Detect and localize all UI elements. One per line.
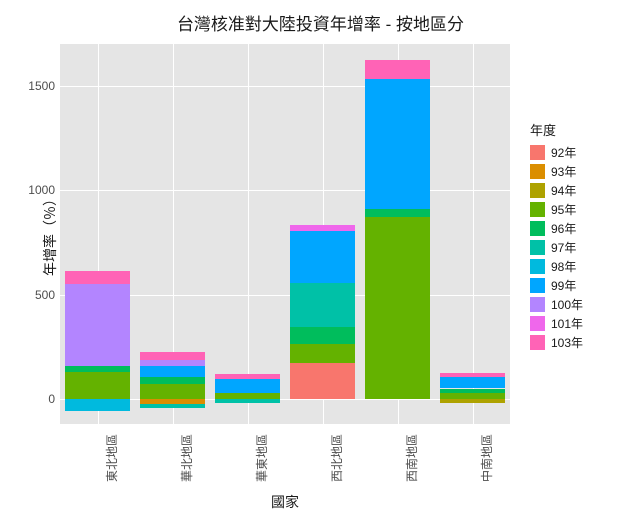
bar-segment — [140, 404, 205, 408]
bar-segment — [440, 377, 505, 388]
legend-label: 98年 — [551, 258, 576, 275]
bar-segment — [365, 60, 430, 80]
bar-segment — [440, 389, 505, 393]
legend-item: 101年 — [530, 314, 583, 333]
legend-swatch — [530, 240, 545, 255]
legend-item: 99年 — [530, 276, 583, 295]
x-tick-label: 西南地區 — [403, 434, 420, 482]
y-axis-title: 年增率（％） — [40, 192, 60, 276]
bar-segment — [65, 372, 130, 399]
legend-label: 101年 — [551, 315, 583, 332]
legend-label: 92年 — [551, 144, 576, 161]
bar-segment — [215, 379, 280, 393]
legend-item: 94年 — [530, 181, 583, 200]
bar-segment — [290, 231, 355, 283]
bar-group — [290, 44, 355, 424]
legend-swatch — [530, 278, 545, 293]
x-tick-label: 東北地區 — [103, 434, 120, 482]
legend-item: 100年 — [530, 295, 583, 314]
y-tick-label: 1000 — [5, 183, 55, 197]
y-tick-label: 0 — [5, 392, 55, 406]
legend: 年度 92年 93年 94年 95年 96年 97年 98年 99年 100年 101年 103年 — [530, 120, 583, 352]
bar-segment — [65, 399, 130, 412]
bar-group — [65, 44, 130, 424]
bar-group — [440, 44, 505, 424]
bar-segment — [365, 79, 430, 208]
y-tick-label: 500 — [5, 288, 55, 302]
bar-segment — [290, 283, 355, 327]
legend-swatch — [530, 145, 545, 160]
legend-item: 103年 — [530, 333, 583, 352]
legend-item: 97年 — [530, 238, 583, 257]
bar-segment — [365, 217, 430, 399]
legend-label: 103年 — [551, 334, 583, 351]
legend-swatch — [530, 221, 545, 236]
legend-swatch — [530, 183, 545, 198]
bar-segment — [440, 399, 505, 403]
bar-segment — [140, 366, 205, 377]
legend-label: 93年 — [551, 163, 576, 180]
legend-swatch — [530, 297, 545, 312]
bar-segment — [290, 327, 355, 344]
plot-area — [60, 44, 510, 424]
legend-swatch — [530, 164, 545, 179]
x-tick-label: 中南地區 — [478, 434, 495, 482]
legend-item: 95年 — [530, 200, 583, 219]
x-tick-label: 華北地區 — [178, 434, 195, 482]
y-tick-label: 1500 — [5, 79, 55, 93]
legend-item: 93年 — [530, 162, 583, 181]
bar-segment — [140, 360, 205, 365]
legend-swatch — [530, 259, 545, 274]
legend-swatch — [530, 335, 545, 350]
legend-label: 97年 — [551, 239, 576, 256]
bar-segment — [215, 374, 280, 379]
bar-segment — [290, 225, 355, 231]
legend-title: 年度 — [530, 120, 583, 139]
bar-group — [140, 44, 205, 424]
bar-segment — [65, 284, 130, 365]
legend-item: 96年 — [530, 219, 583, 238]
bar-segment — [365, 209, 430, 217]
legend-swatch — [530, 202, 545, 217]
bar-group — [365, 44, 430, 424]
x-axis-title: 國家 — [60, 492, 510, 512]
chart-container: 台灣核准對大陸投資年增率 - 按地區分 年增率（％） 國家 年度 92年 93年 9… — [0, 0, 641, 520]
legend-item: 92年 — [530, 143, 583, 162]
legend-item: 98年 — [530, 257, 583, 276]
bar-segment — [440, 393, 505, 399]
legend-label: 95年 — [551, 201, 576, 218]
legend-label: 94年 — [551, 182, 576, 199]
bar-segment — [65, 366, 130, 372]
legend-label: 96年 — [551, 220, 576, 237]
bar-segment — [140, 352, 205, 360]
bar-segment — [215, 399, 280, 403]
bar-segment — [290, 344, 355, 364]
bar-segment — [140, 377, 205, 384]
legend-label: 99年 — [551, 277, 576, 294]
legend-swatch — [530, 316, 545, 331]
chart-title: 台灣核准對大陸投資年增率 - 按地區分 — [0, 10, 641, 35]
legend-label: 100年 — [551, 296, 583, 313]
bar-group — [215, 44, 280, 424]
bar-segment — [290, 363, 355, 398]
bar-segment — [440, 373, 505, 377]
x-tick-label: 西北地區 — [328, 434, 345, 482]
x-tick-label: 華東地區 — [253, 434, 270, 482]
bar-segment — [65, 271, 130, 285]
bar-segment — [140, 384, 205, 399]
